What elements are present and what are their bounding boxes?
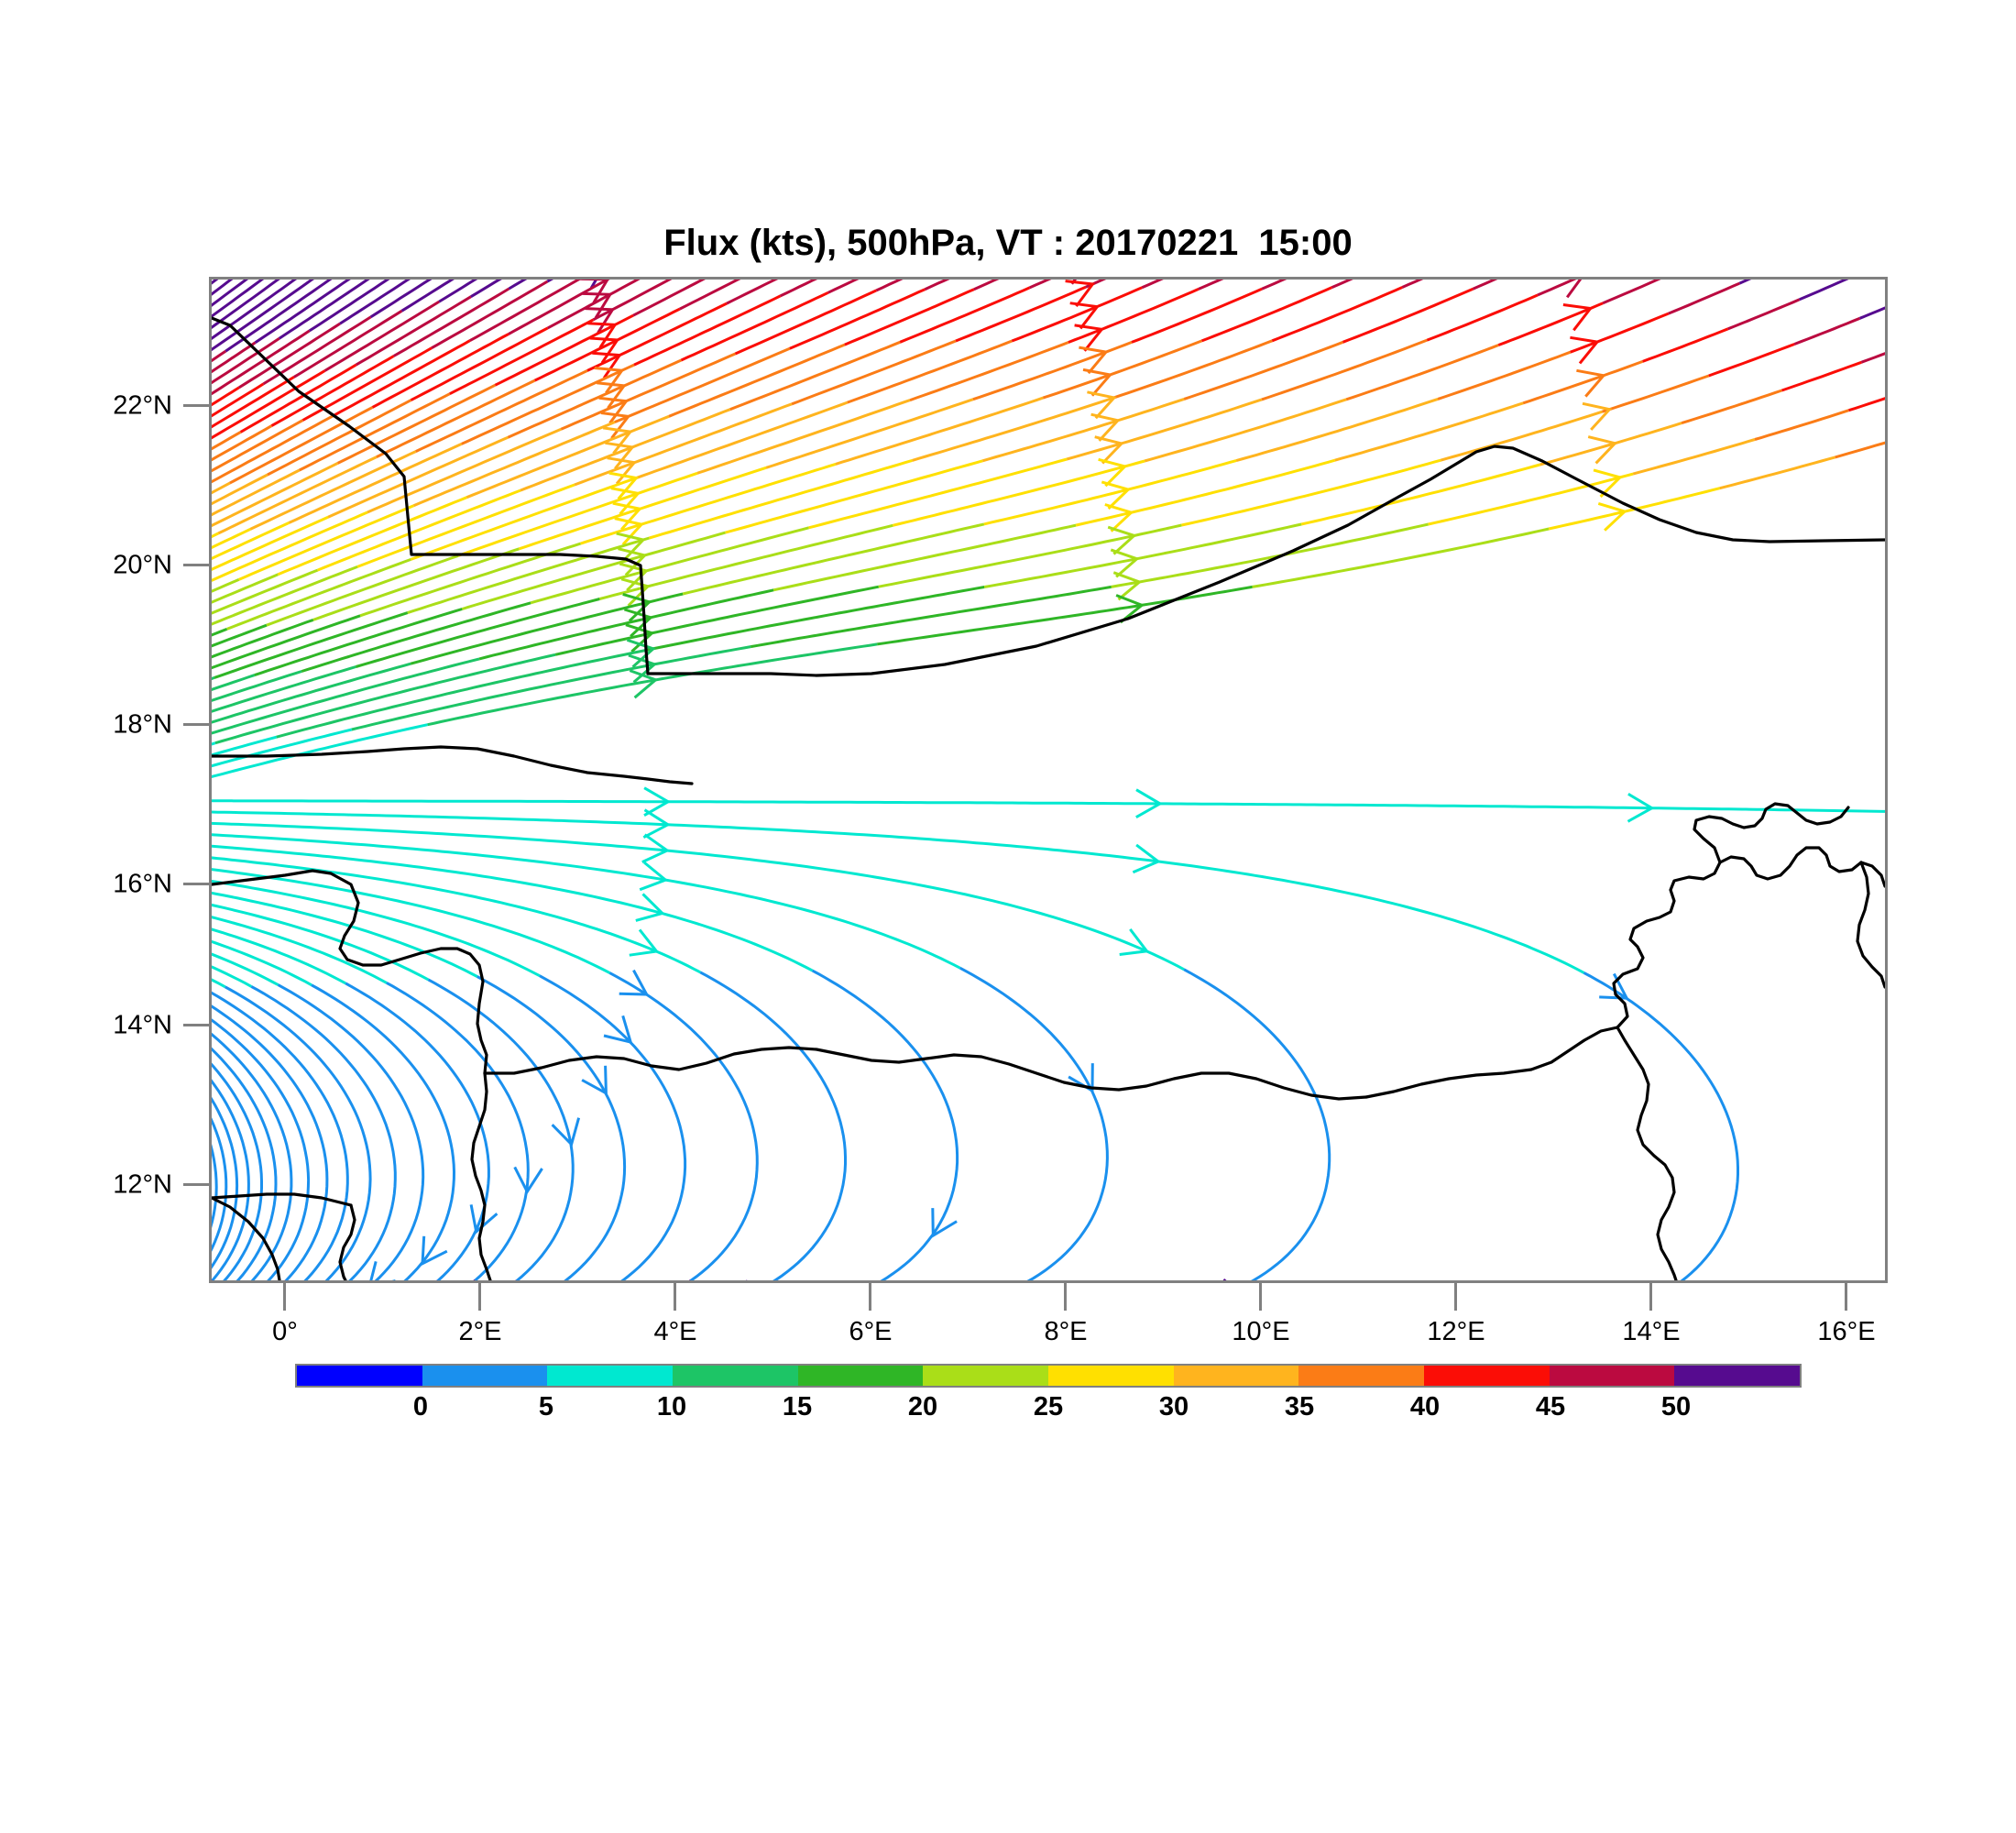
border-togo-ghana — [212, 1192, 353, 1207]
colorbar-segment-0 — [297, 1366, 422, 1386]
border-benin-nigeria — [470, 1071, 492, 1280]
xtick-label-4e: 4°E — [653, 1317, 697, 1346]
colorbar-label-20: 20 — [907, 1392, 938, 1421]
colorbar-segment-3 — [673, 1366, 798, 1386]
colorbar-segment-5 — [923, 1366, 1049, 1386]
coastline-border-layer — [212, 316, 1885, 1280]
xtick-label-2e: 2°E — [458, 1317, 502, 1346]
colorbar-segment-7 — [1173, 1366, 1299, 1386]
border-niger-burkina — [212, 869, 488, 1075]
lake-chad-inner — [1693, 802, 1850, 864]
xtick-label-8e: 8°E — [1044, 1317, 1088, 1346]
xtick-mark — [869, 1283, 871, 1311]
ytick-mark — [183, 564, 209, 566]
colorbar-segment-2 — [547, 1366, 674, 1386]
ytick-mark — [183, 404, 209, 407]
ytick-label-16n: 16°N — [113, 869, 172, 899]
xtick-mark — [1259, 1283, 1262, 1311]
colorbar-label-10: 10 — [656, 1392, 687, 1421]
map-plot-area[interactable] — [209, 277, 1888, 1283]
xtick-label-6e: 6°E — [849, 1317, 893, 1346]
xtick-label-14e: 14°E — [1622, 1317, 1681, 1346]
ytick-mark — [183, 1183, 209, 1186]
colorbar-label-40: 40 — [1409, 1392, 1441, 1421]
colorbar-label-45: 45 — [1535, 1392, 1566, 1421]
border-nigeria-cameroon — [1616, 1026, 1678, 1280]
border-nigeria-niger-east — [1364, 1026, 1619, 1099]
border-nigeria-north — [483, 1046, 1368, 1101]
lake-chad-east-shore — [1859, 861, 1885, 888]
xtick-mark — [283, 1283, 286, 1311]
colorbar-segment-1 — [422, 1366, 548, 1386]
xtick-mark — [478, 1283, 481, 1311]
ytick-label-18n: 18°N — [113, 709, 172, 740]
border-niger-mali-west — [212, 745, 694, 785]
colorbar-segment-4 — [797, 1366, 924, 1386]
colorbar-label-0: 0 — [412, 1392, 429, 1421]
ytick-mark — [183, 723, 209, 726]
border-algeria-niger — [212, 316, 650, 675]
ytick-label-12n: 12°N — [113, 1169, 172, 1200]
colorbar-label-30: 30 — [1158, 1392, 1189, 1421]
border-burkina-benin — [212, 1196, 281, 1280]
xtick-mark — [1845, 1283, 1847, 1311]
colorbar-label-5: 5 — [538, 1392, 554, 1421]
colorbar-segment-10 — [1549, 1366, 1675, 1386]
ytick-label-20n: 20°N — [113, 550, 172, 580]
colorbar-label-15: 15 — [782, 1392, 813, 1421]
xtick-mark — [1649, 1283, 1652, 1311]
lake-chad-outline — [1612, 846, 1863, 1029]
ytick-mark — [183, 1024, 209, 1026]
colorbar-label-25: 25 — [1033, 1392, 1064, 1421]
page-title: Flux (kts), 500hPa, VT : 20170221 15:00 — [663, 223, 1353, 263]
border-niger-north — [646, 445, 1885, 677]
xtick-mark — [1454, 1283, 1457, 1311]
border-chad-cameroon — [1856, 861, 1885, 989]
xtick-label-12e: 12°E — [1427, 1317, 1485, 1346]
border-benin-togo — [338, 1203, 356, 1280]
ytick-mark — [183, 883, 209, 885]
colorbar-label-35: 35 — [1284, 1392, 1315, 1421]
xtick-label-10e: 10°E — [1232, 1317, 1290, 1346]
xtick-mark — [674, 1283, 676, 1311]
colorbar-segment-6 — [1048, 1366, 1174, 1386]
ytick-label-14n: 14°N — [113, 1010, 172, 1040]
colorbar-segment-9 — [1424, 1366, 1550, 1386]
colorbar-label-50: 50 — [1660, 1392, 1692, 1421]
ytick-label-22n: 22°N — [113, 390, 172, 421]
colorbar-segment-11 — [1674, 1366, 1801, 1386]
xtick-label-16e: 16°E — [1817, 1317, 1876, 1346]
colorbar-segment-8 — [1298, 1366, 1425, 1386]
xtick-mark — [1064, 1283, 1067, 1311]
colorbar[interactable] — [295, 1364, 1802, 1388]
xtick-label-0: 0° — [272, 1317, 298, 1346]
